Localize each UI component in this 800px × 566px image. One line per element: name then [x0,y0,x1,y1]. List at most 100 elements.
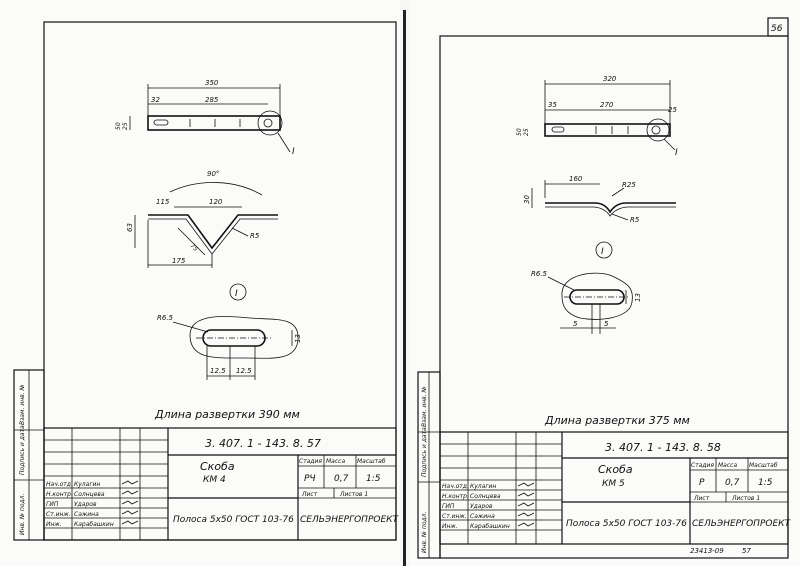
left-stage: РЧ [304,474,316,484]
stamp-inv-right: Инв. № подл. [421,512,428,553]
left-designation: 3. 407. 1 - 143. 8. 57 [205,437,321,450]
left-strip-view: 350 32 285 I 25 50 [115,79,295,157]
left-stage-label: Стадия [299,458,322,465]
left-side-stamps: Инв. № подл. Подпись и дата Взам. инв. № [19,384,26,535]
left-organization: СЕЛЬЭНЕРГОПРОЕКТ [300,515,400,525]
right-profile-view: 160 R25 30 R5 [523,175,676,224]
signature-mark-icon [517,502,535,507]
right-title-block: 3. 407. 1 - 143. 8. 58 Скоба КМ 5 Стадия… [439,431,792,545]
archive-page: 57 [742,547,751,555]
left-title: Скоба [200,460,235,473]
dim-right-r65: R6.5 [531,270,548,278]
right-sig-role-4: Инж. [442,523,458,530]
archive-code: 23413-09 [690,547,724,555]
left-title-block: 3. 407. 1 - 143. 8. 57 Скоба КМ 4 Стадия… [43,427,400,541]
right-side-stamps: Инв. № подл. Подпись и дата Взам. инв. № [421,386,428,553]
dim-right-slot-h: 13 [634,293,642,302]
dim-left-285: 285 [205,96,219,104]
left-sig-role-2: ГИП [46,501,59,508]
dim-left-175: 175 [172,257,186,265]
right-sig-name-1: Солнцева [470,493,501,500]
dim-right-side2: 50 [516,128,523,136]
right-stage: Р [699,478,705,488]
dim-left-slot-w2: 12.5 [236,367,252,375]
left-sheets-label: Листов 1 [339,491,368,498]
left-sig-name-4: Карабашкин [74,521,114,528]
left-scale: 1:5 [366,474,381,484]
left-mark: КМ 4 [203,475,226,485]
signature-mark-icon [121,480,139,485]
right-organization: СЕЛЬЭНЕРГОПРОЕКТ [692,519,792,529]
right-sheet [410,0,800,566]
right-sig-name-2: Ударов [470,503,493,510]
right-frame: 56 [417,17,789,559]
signature-mark-icon [517,522,535,527]
stamp-replace-right: Взам. инв. № [421,386,428,427]
dim-left-side2: 50 [115,122,122,130]
page-number: 56 [771,24,783,34]
right-sheets-label: Листов 1 [731,495,760,502]
right-detail-view: I R6.5 13 5 5 [531,241,642,334]
signature-mark-icon [121,520,139,525]
right-sig-name-4: Карабашкин [470,523,510,530]
dim-right-side1: 25 [523,128,530,136]
dim-right-slot-w2: 5 [604,320,609,328]
right-title: Скоба [598,463,633,476]
signature-mark-icon [517,512,535,517]
right-scale: 1:5 [758,478,773,488]
signature-mark-icon [517,482,535,487]
left-view-label: I [235,289,238,299]
stamp-replace: Взам. инв. № [19,384,26,425]
dim-left-r65: R6.5 [157,314,174,322]
right-view-label: I [601,247,604,257]
right-sig-role-1: Н.контр. [442,493,469,500]
left-sheet-label: Лист [301,491,318,498]
signature-mark-icon [121,500,139,505]
left-sig-role-1: Н.контр. [46,491,73,498]
dim-left-diag: 75 [189,242,199,252]
left-development-length: Длина развертки 390 мм [154,408,300,421]
dim-right-35: 35 [548,101,557,109]
signature-mark-icon [517,492,535,497]
right-material: Полоса 5х50 ГОСТ 103-76 [566,519,687,529]
dim-right-r5: R5 [630,216,640,224]
right-sig-role-0: Нач.отд. [442,483,469,490]
right-mass: 0,7 [725,478,740,488]
right-sheet-label: Лист [693,495,710,502]
right-sig-role-3: Ст.инж. [442,513,467,520]
stamp-signature: Подпись и дата [19,425,26,475]
right-sig-name-3: Сажина [470,513,495,520]
dim-left-slot-h: 13 [294,334,302,343]
right-strip-view: 320 35 270 25 I 25 50 [516,75,678,158]
right-detail-label: I [675,148,678,158]
right-stage-label: Стадия [691,462,714,469]
dim-left-side1: 25 [122,122,129,130]
left-sig-name-2: Ударов [74,501,97,508]
left-sig-role-3: Ст.инж. [46,511,71,518]
right-sig-role-2: ГИП [442,503,455,510]
left-material: Полоса 5х50 ГОСТ 103-76 [173,515,294,525]
left-sig-role-0: Нач.отд. [46,481,73,488]
left-profile-view: 90° 120 115 63 75 R5 175 [126,170,278,268]
left-detail-label: I [292,147,295,157]
left-mass: 0,7 [334,474,349,484]
right-scale-label: Масштаб [749,462,778,469]
stamp-signature-right: Подпись и дата [421,427,428,477]
right-designation: 3. 407. 1 - 143. 8. 58 [605,441,721,454]
stamp-inv: Инв. № подл. [19,494,26,535]
dim-left-angle: 90° [207,170,219,178]
signature-mark-icon [121,510,139,515]
signature-mark-icon [121,490,139,495]
dim-left-total: 350 [205,79,219,87]
left-detail-view: I R6.5 13 12.5 12.5 [157,283,302,380]
dim-right-25: 25 [668,106,677,114]
dim-left-32: 32 [151,96,160,104]
left-sheet [0,0,400,566]
right-mass-label: Масса [718,462,737,469]
dim-right-total: 320 [603,75,617,83]
dim-right-r25: R25 [622,181,636,189]
sheet-divider [403,10,406,566]
dim-left-115: 115 [156,198,170,206]
dim-left-120: 120 [209,198,223,206]
